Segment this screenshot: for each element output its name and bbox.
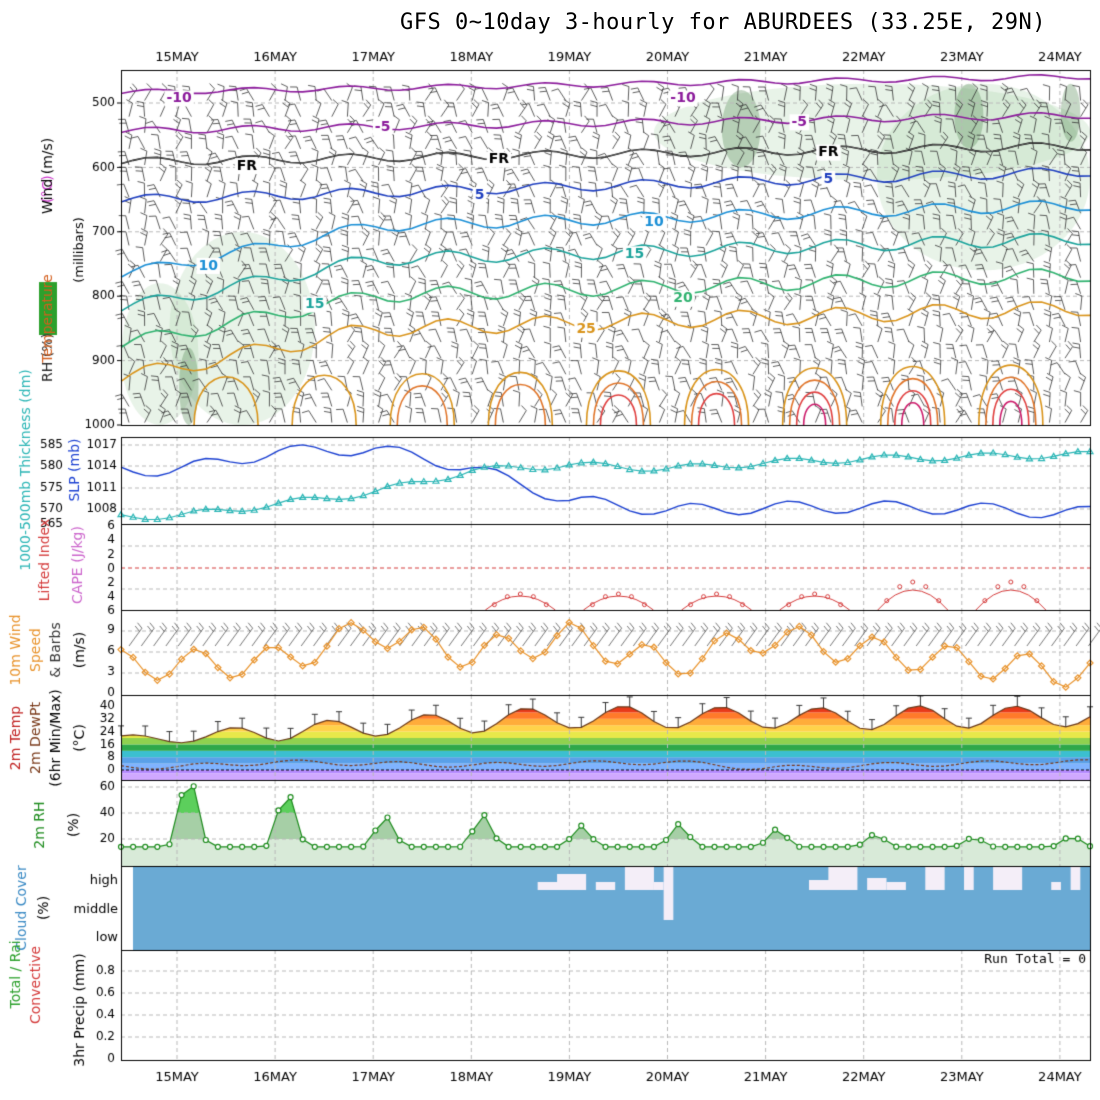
chart-title: GFS 0~10day 3-hourly for ABURDEES (33.25… [400,10,1047,35]
